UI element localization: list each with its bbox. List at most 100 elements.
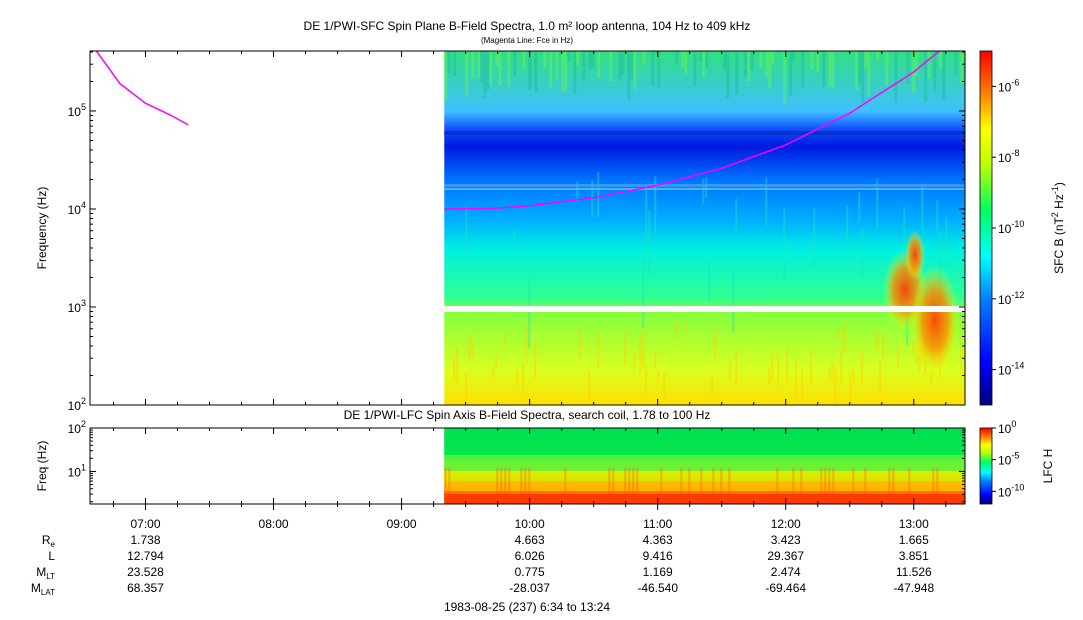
sfc-texture-streak — [783, 207, 786, 280]
footer-date-range: 1983-08-25 (237) 6:34 to 13:24 — [444, 600, 610, 614]
sfc-texture-streak — [486, 51, 490, 91]
sfc-texture-streak — [645, 365, 648, 394]
sfc-texture-streak — [513, 229, 516, 250]
lfc-texture-streak — [628, 468, 631, 494]
sfc-texture-streak — [597, 171, 600, 217]
time-tick-label: 10:00 — [515, 517, 545, 531]
sfc-texture-streak — [528, 51, 532, 90]
sfc-texture-streak — [831, 362, 834, 382]
sfc-texture-streak — [588, 51, 592, 70]
ephemeris-value: 6.026 — [515, 549, 545, 563]
sfc-texture-streak — [456, 347, 459, 386]
ephemeris-value: 11.526 — [896, 565, 932, 579]
sfc-texture-streak — [801, 51, 805, 88]
sfc-texture-streak — [735, 351, 738, 386]
sfc-colorbar-bar — [979, 50, 993, 406]
lfc-texture-streak — [832, 468, 835, 494]
sfc-texture-streak — [675, 321, 678, 340]
sfc-texture-streak — [699, 51, 703, 62]
sfc-texture-streak — [726, 51, 730, 99]
sfc-texture-band — [444, 131, 965, 135]
sfc-texture-band — [444, 184, 965, 187]
sfc-texture-streak — [645, 185, 648, 243]
lfc-texture-band — [444, 455, 965, 471]
lfc-texture-band — [444, 481, 965, 491]
lfc-texture-streak — [504, 468, 507, 494]
sfc-texture-streak — [642, 254, 645, 329]
sfc-texture-streak — [912, 341, 915, 355]
sfc-texture-streak — [528, 276, 531, 349]
sfc-texture-streak — [675, 51, 679, 65]
sfc-texture-streak — [747, 51, 751, 82]
sfc-texture-streak — [750, 51, 754, 71]
sfc-texture-streak — [489, 51, 493, 86]
sfc-texture-streak — [627, 51, 631, 101]
sfc-texture-streak — [786, 349, 789, 383]
lfc-texture-streak — [508, 468, 511, 494]
sfc-texture-streak — [630, 51, 634, 79]
sfc-plot-frame — [89, 50, 966, 406]
sfc-texture-streak — [858, 51, 862, 84]
sfc-texture-streak — [939, 51, 943, 69]
sfc-texture-streak — [849, 372, 852, 405]
sfc-texture-streak — [624, 331, 627, 366]
sfc-texture-streak — [861, 349, 864, 385]
sfc-texture-streak — [684, 319, 687, 333]
sfc-texture-streak — [897, 345, 900, 370]
lfc-texture-streak — [824, 468, 827, 494]
sfc-texture-streak — [771, 353, 774, 381]
lfc-texture-streak — [728, 468, 731, 494]
sfc-texture-streak — [534, 51, 538, 92]
lfc-texture-streak — [660, 468, 663, 494]
sfc-texture-streak — [465, 206, 468, 253]
sfc-texture-streak — [846, 205, 849, 250]
ephemeris-value: 4.363 — [643, 533, 673, 547]
sfc-texture-streak — [567, 51, 571, 63]
lfc-texture-streak — [520, 468, 523, 494]
sfc-texture-streak — [693, 51, 697, 87]
sfc-texture-streak — [810, 351, 813, 385]
sfc-texture-streak — [597, 331, 600, 369]
y-tick-label: 105 — [68, 102, 86, 119]
colorbar-tick-label: 100 — [998, 419, 1016, 436]
y-tick-label: 102 — [68, 419, 86, 436]
sfc-texture-streak — [831, 51, 835, 89]
y-tick-label: 102 — [68, 396, 86, 413]
lfc-texture-band — [444, 494, 965, 504]
sfc-texture-streak — [507, 51, 511, 87]
sfc-texture-streak — [618, 51, 622, 81]
lfc-texture-streak — [852, 468, 855, 494]
sfc-texture-band — [444, 188, 965, 190]
lfc-texture-streak — [496, 468, 499, 494]
time-tick-label: 13:00 — [899, 517, 929, 531]
ephemeris-value: 9.416 — [643, 549, 673, 563]
sfc-texture-streak — [654, 351, 657, 370]
lfc-texture-streak — [636, 468, 639, 494]
sfc-texture-streak — [633, 51, 637, 90]
sfc-texture-streak — [498, 51, 502, 86]
lfc-texture-streak — [564, 468, 567, 494]
sfc-texture-streak — [795, 359, 798, 399]
sfc-texture-streak — [933, 51, 937, 92]
sfc-texture-streak — [495, 51, 499, 66]
sfc-texture-streak — [549, 51, 553, 89]
sfc-ylabel: Frequency (Hz) — [35, 187, 49, 270]
ephemeris-row-label: MLAT — [31, 581, 55, 597]
ephemeris-value: 3.851 — [899, 549, 929, 563]
sfc-texture-streak — [954, 51, 958, 75]
lfc-texture-streak — [828, 468, 831, 494]
sfc-texture-streak — [702, 51, 706, 77]
sfc-texture-streak — [783, 51, 787, 104]
ephemeris-value: -46.540 — [637, 581, 678, 595]
ephemeris-value: 23.528 — [127, 565, 164, 579]
sfc-texture-streak — [768, 367, 771, 386]
sfc-texture-streak — [744, 51, 748, 77]
ephemeris-row-label: MLT — [36, 565, 55, 581]
lfc-texture-streak — [908, 468, 911, 494]
sfc-panel: 102 103 104 105 Frequency (Hz) — [35, 50, 966, 413]
sfc-texture-streak — [444, 51, 448, 101]
sfc-texture-streak — [837, 327, 840, 340]
sfc-texture-streak — [648, 210, 651, 274]
sfc-spectrogram — [444, 51, 965, 405]
lfc-texture-streak — [864, 468, 867, 494]
